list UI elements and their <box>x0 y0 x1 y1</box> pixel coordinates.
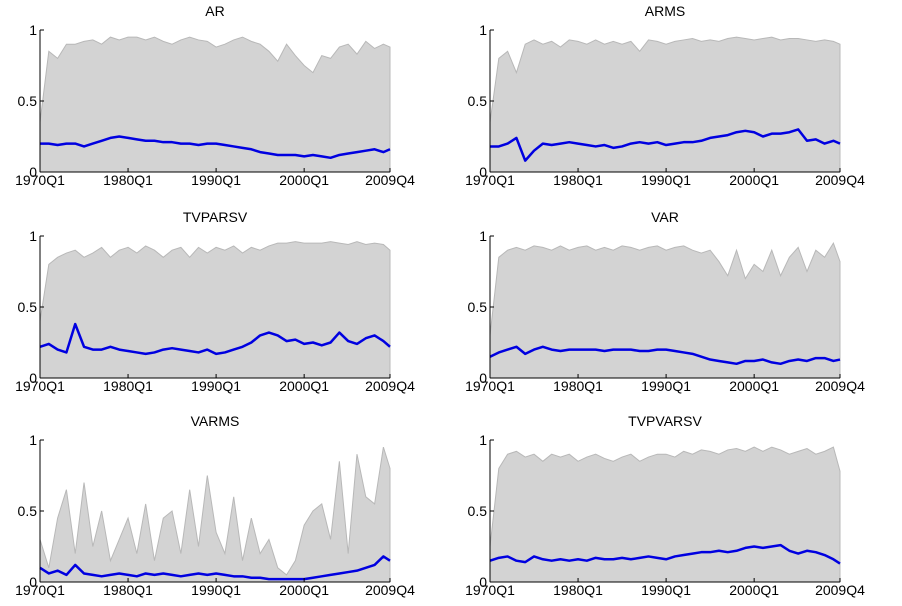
series-line <box>489 543 841 565</box>
x-tick-label: 1980Q1 <box>103 172 153 188</box>
x-tick-label: 1970Q1 <box>15 582 65 598</box>
x-tick-label: 1980Q1 <box>553 172 603 188</box>
series-line <box>40 135 391 160</box>
x-tick-label: 2000Q1 <box>729 582 779 598</box>
y-tick-label: 0 <box>479 370 487 386</box>
y-tick-label: 0 <box>479 574 487 590</box>
chart-title: AR <box>205 3 224 19</box>
x-tick-label: 2009Q4 <box>815 172 865 188</box>
x-tick-label: 2009Q4 <box>365 378 415 394</box>
x-tick-label: 2009Q4 <box>815 582 865 598</box>
x-tick-label: 2000Q1 <box>279 582 329 598</box>
y-tick-label: 0.5 <box>18 503 38 519</box>
y-tick-label: 0.5 <box>468 503 488 519</box>
chart-title: TVPVARSV <box>628 413 702 429</box>
y-tick-label: 0 <box>29 370 37 386</box>
x-tick-label: 1970Q1 <box>465 582 515 598</box>
x-tick-label: 2000Q1 <box>729 172 779 188</box>
y-tick-label: 0 <box>29 574 37 590</box>
band-area <box>489 241 841 379</box>
x-tick-label: 1970Q1 <box>15 172 65 188</box>
x-tick-label: 1990Q1 <box>641 172 691 188</box>
x-tick-label: 1990Q1 <box>191 582 241 598</box>
x-tick-label: 1990Q1 <box>641 378 691 394</box>
y-tick-label: 0 <box>479 164 487 180</box>
y-tick-label: 1 <box>479 22 487 38</box>
band-area <box>489 36 841 173</box>
chart-title: TVPARSV <box>183 209 248 225</box>
series-line <box>39 322 391 356</box>
series-line <box>489 345 841 366</box>
y-tick-label: 1 <box>29 432 37 448</box>
series-line <box>490 128 841 162</box>
y-tick-label: 1 <box>29 22 37 38</box>
x-tick-label: 2009Q4 <box>365 172 415 188</box>
x-tick-label: 1990Q1 <box>191 378 241 394</box>
x-tick-label: 1980Q1 <box>553 582 603 598</box>
x-tick-label: 2000Q1 <box>279 378 329 394</box>
y-tick-label: 1 <box>479 228 487 244</box>
x-tick-label: 1980Q1 <box>103 378 153 394</box>
band-area <box>39 446 391 583</box>
x-tick-label: 2009Q4 <box>365 582 415 598</box>
x-tick-label: 1980Q1 <box>103 582 153 598</box>
x-tick-label: 1970Q1 <box>465 172 515 188</box>
chart-title: VARMS <box>191 413 240 429</box>
x-tick-label: 1970Q1 <box>15 378 65 394</box>
y-tick-label: 0.5 <box>468 93 488 109</box>
x-tick-label: 1990Q1 <box>191 172 241 188</box>
y-tick-label: 0.5 <box>18 93 38 109</box>
x-tick-label: 2000Q1 <box>279 172 329 188</box>
x-tick-label: 1970Q1 <box>465 378 515 394</box>
band-area <box>39 36 391 173</box>
y-tick-label: 0.5 <box>18 299 38 315</box>
y-tick-label: 0 <box>29 164 37 180</box>
chart-title: VAR <box>651 209 679 225</box>
y-tick-label: 1 <box>479 432 487 448</box>
chart-title: ARMS <box>645 3 685 19</box>
band-area <box>39 241 391 379</box>
x-tick-label: 1990Q1 <box>641 582 691 598</box>
series-line <box>39 555 391 581</box>
band-area <box>489 446 841 583</box>
y-tick-label: 0.5 <box>468 299 488 315</box>
y-tick-label: 1 <box>29 228 37 244</box>
x-tick-label: 2000Q1 <box>729 378 779 394</box>
x-tick-label: 1980Q1 <box>553 378 603 394</box>
x-tick-label: 2009Q4 <box>815 378 865 394</box>
